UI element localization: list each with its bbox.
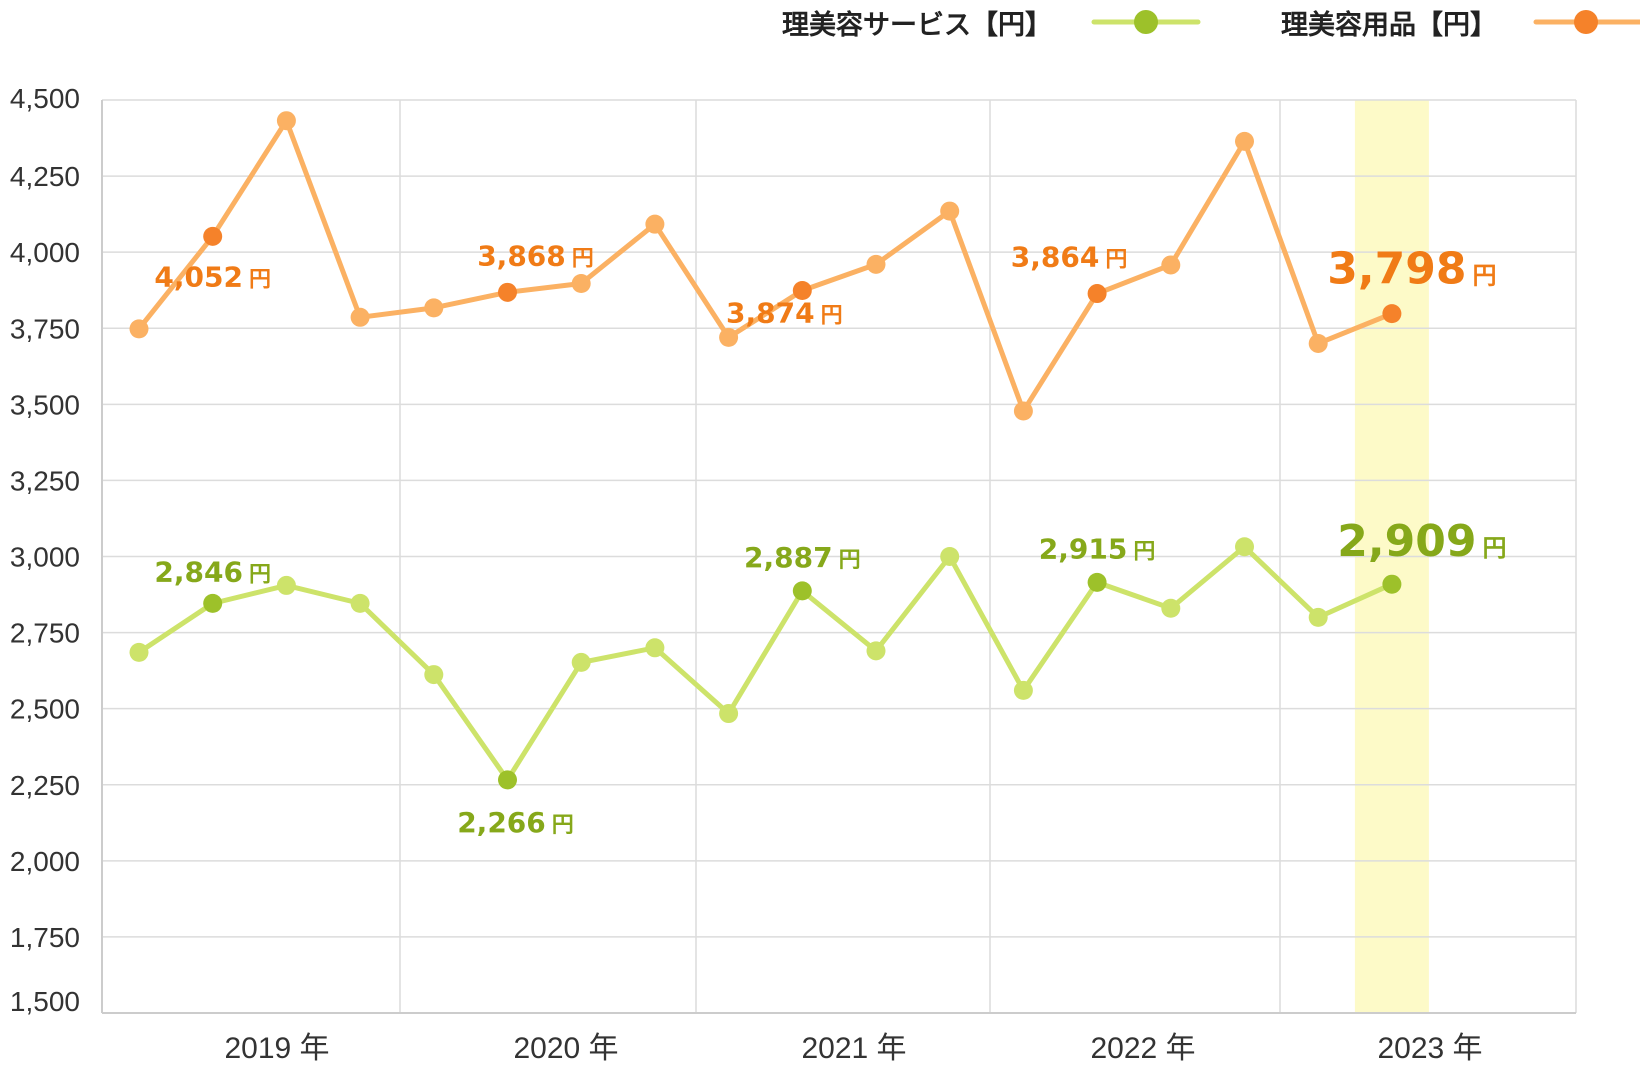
- y-tick-label: 2,750: [10, 618, 80, 649]
- data-point: [940, 201, 960, 221]
- y-tick-label: 2,250: [10, 770, 80, 801]
- data-label-unit: 円: [821, 304, 843, 329]
- data-point: [1013, 680, 1033, 700]
- data-label-unit: 円: [552, 813, 574, 838]
- x-tick-label: 2021 年: [801, 1032, 906, 1065]
- data-label: 2,887 円: [744, 541, 861, 574]
- y-tick-label: 4,000: [10, 237, 80, 268]
- data-label-unit: 円: [1482, 534, 1506, 562]
- data-point: [350, 307, 370, 327]
- y-tick-label: 2,500: [10, 694, 80, 725]
- legend-marker-1: [1134, 10, 1158, 34]
- data-label: 3,868 円: [477, 239, 594, 272]
- data-label-value: 3,874: [726, 297, 815, 330]
- data-point: [719, 704, 739, 724]
- data-label-unit: 円: [572, 246, 594, 271]
- data-label: 2,846 円: [154, 555, 271, 588]
- data-label-unit: 円: [249, 267, 271, 292]
- data-point: [1382, 304, 1402, 324]
- data-label-value: 2,266: [457, 806, 546, 839]
- y-tick-label: 3,500: [10, 389, 80, 420]
- data-point: [498, 770, 517, 790]
- data-point: [1013, 401, 1033, 421]
- data-point: [792, 281, 812, 301]
- data-point: [203, 593, 223, 613]
- series-line-2: [136, 118, 1395, 414]
- data-point: [203, 226, 223, 246]
- data-label-value: 4,052: [154, 260, 243, 293]
- data-point: [276, 111, 296, 131]
- y-tick-label: 2,000: [10, 846, 80, 877]
- data-point: [866, 641, 886, 661]
- data-point: [1235, 537, 1254, 557]
- data-label-value: 2,909: [1337, 516, 1476, 567]
- y-tick-label: 4,500: [10, 83, 80, 114]
- data-point: [1161, 255, 1181, 275]
- y-tick-label: 4,250: [10, 161, 80, 192]
- data-point: [498, 282, 517, 302]
- data-label: 2,915 円: [1039, 532, 1156, 565]
- x-tick-label: 2023 年: [1377, 1032, 1482, 1065]
- data-point: [276, 575, 296, 595]
- series-line-1: [136, 544, 1395, 783]
- legend-label-2: 理美容用品【円】: [1281, 9, 1497, 41]
- data-label: 2,909 円: [1337, 516, 1506, 567]
- x-tick-label: 2022 年: [1090, 1032, 1195, 1065]
- data-label: 3,798 円: [1327, 244, 1496, 295]
- data-label-unit: 円: [249, 562, 271, 587]
- y-tick-label: 3,000: [10, 542, 80, 573]
- data-point: [424, 298, 444, 318]
- y-tick-label: 3,250: [10, 465, 80, 496]
- data-point: [129, 319, 149, 339]
- data-label-unit: 円: [1133, 539, 1155, 564]
- data-label-value: 3,864: [1011, 241, 1100, 274]
- legend-label-1: 理美容サービス【円】: [782, 9, 1052, 41]
- data-label: 2,266 円: [457, 806, 574, 839]
- data-label-unit: 円: [839, 548, 861, 573]
- data-point: [1308, 333, 1328, 353]
- data-point: [571, 274, 591, 294]
- y-tick-label: 3,750: [10, 313, 80, 344]
- data-point: [645, 638, 665, 658]
- data-label-unit: 円: [1105, 248, 1127, 273]
- data-point: [1087, 284, 1107, 304]
- data-label-value: 2,846: [154, 555, 243, 588]
- data-label: 3,864 円: [1011, 241, 1128, 274]
- data-label-value: 3,798: [1327, 244, 1466, 295]
- y-tick-label: 1,750: [10, 922, 80, 953]
- data-label: 3,874 円: [726, 297, 843, 330]
- data-point: [1087, 572, 1107, 592]
- data-point: [129, 642, 149, 662]
- data-point: [719, 327, 739, 347]
- data-point: [792, 581, 812, 601]
- data-point: [424, 665, 444, 685]
- data-point: [866, 254, 886, 274]
- data-label-value: 2,887: [744, 541, 833, 574]
- x-tick-label: 2020 年: [513, 1032, 618, 1065]
- y-tick-label: 1,500: [10, 986, 80, 1017]
- legend-marker-2: [1574, 10, 1598, 34]
- data-point: [645, 214, 665, 234]
- data-point: [1161, 598, 1181, 618]
- data-label-value: 2,915: [1039, 532, 1128, 565]
- data-point: [1235, 131, 1254, 151]
- data-label-value: 3,868: [477, 239, 566, 272]
- data-point: [571, 652, 591, 672]
- x-tick-label: 2019 年: [224, 1032, 329, 1065]
- data-point: [350, 593, 370, 613]
- data-point: [1308, 607, 1328, 627]
- data-point: [940, 547, 960, 566]
- data-label-unit: 円: [1472, 262, 1496, 290]
- data-label: 4,052 円: [154, 260, 271, 293]
- data-point: [1382, 574, 1402, 594]
